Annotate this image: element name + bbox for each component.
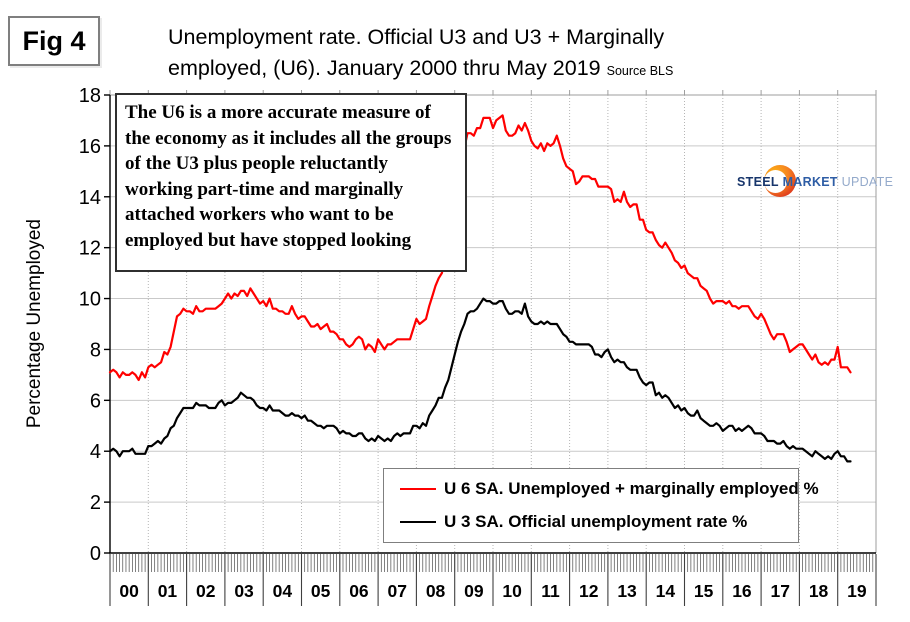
x-year-label: 06 (349, 581, 369, 601)
u3-line (108, 297, 852, 463)
figure-label-text: Fig 4 (22, 25, 86, 56)
source-note: Source BLS (606, 64, 674, 78)
legend-label-u3: U 3 SA. Official unemployment rate % (444, 511, 748, 531)
y-tick-label: 0 (90, 543, 101, 565)
x-year-label: 18 (809, 581, 829, 601)
chart-title-line1: Unemployment rate. Official U3 and U3 + … (168, 25, 665, 49)
logo-word-market: MARKET (782, 175, 838, 189)
x-year-label: 03 (234, 581, 254, 601)
y-tick-label: 18 (79, 85, 101, 107)
legend-label-u6: U 6 SA. Unemployed + marginally employed… (444, 479, 819, 499)
x-year-label: 11 (541, 581, 560, 601)
figure-label: Fig 4 (8, 16, 100, 66)
legend-item-u6: U 6 SA. Unemployed + marginally employed… (400, 479, 819, 499)
y-tick-label: 16 (79, 136, 101, 158)
x-year-label: 15 (694, 581, 714, 601)
x-year-label: 16 (732, 581, 752, 601)
u6-line (108, 114, 852, 382)
chart-title: Unemployment rate. Official U3 and U3 + … (168, 22, 673, 87)
u3-line-sample-icon (400, 520, 436, 523)
x-year-label: 04 (273, 581, 293, 601)
annotation-box: The U6 is a more accurate measure of the… (115, 93, 467, 272)
steel-market-update-logo: STEEL MARKET UPDATE (737, 165, 893, 201)
y-tick-label: 2 (90, 492, 101, 514)
y-tick-label: 8 (90, 339, 101, 361)
y-tick-label: 12 (79, 238, 101, 260)
logo-swoosh-icon (764, 165, 796, 197)
x-year-label: 14 (656, 581, 676, 601)
annotation-line: of the U3 plus people reluctantly (125, 153, 389, 174)
x-year-label: 13 (617, 581, 637, 601)
x-year-label: 08 (426, 581, 446, 601)
x-year-label: 19 (847, 581, 867, 601)
y-tick-label: 10 (79, 289, 101, 311)
annotation-line: working part-time and marginally (125, 178, 404, 200)
annotation-line: employed but have stopped looking (125, 229, 412, 251)
x-year-label: 12 (579, 581, 599, 601)
x-year-label: 07 (388, 581, 407, 601)
x-year-label: 00 (119, 581, 139, 601)
x-year-label: 02 (196, 581, 216, 601)
legend: U 6 SA. Unemployed + marginally employed… (383, 468, 819, 543)
x-year-label: 05 (311, 581, 331, 601)
x-year-label: 17 (771, 581, 790, 601)
y-axis-title: Percentage Unemployed (24, 219, 45, 429)
logo-word-update: UPDATE (841, 175, 894, 189)
annotation-line: The U6 is a more accurate measure of (125, 102, 431, 123)
annotation-line: the economy as it includes all the group… (125, 127, 452, 149)
y-tick-label: 14 (79, 187, 101, 209)
y-tick-label: 4 (90, 441, 101, 463)
annotation-line: attached workers who want to be (125, 204, 394, 225)
y-tick-label: 6 (90, 390, 101, 412)
legend-item-u3: U 3 SA. Official unemployment rate % (400, 512, 798, 532)
x-year-label: 01 (158, 581, 178, 601)
x-year-label: 10 (502, 581, 522, 601)
x-year-label: 09 (464, 581, 484, 601)
chart-title-line2: employed, (U6). January 2000 thru May 20… (168, 56, 674, 80)
u6-line-sample-icon (400, 488, 436, 491)
logo-word-steel: STEEL (737, 175, 779, 189)
